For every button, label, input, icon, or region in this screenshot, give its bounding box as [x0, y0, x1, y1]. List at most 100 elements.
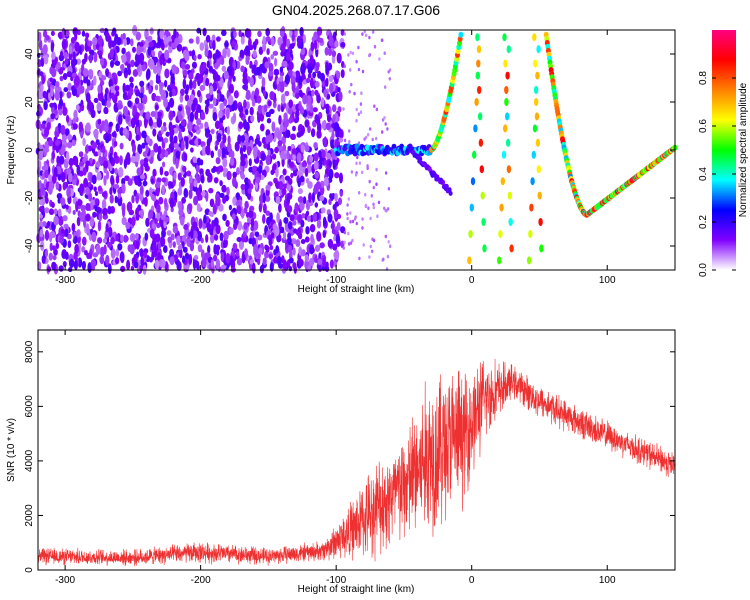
heatmap-cell [337, 86, 341, 93]
heatmap-cell [97, 237, 103, 244]
heatmap-cell [238, 30, 242, 38]
heatmap-cell [332, 114, 336, 122]
heatmap-cell [336, 213, 342, 220]
heatmap-cell [109, 48, 115, 59]
heatmap-cell [44, 169, 49, 179]
heatmap-cell [372, 238, 376, 243]
heatmap-cell [361, 217, 364, 221]
heatmap-cell [152, 243, 157, 251]
heatmap-cell [529, 203, 534, 212]
heatmap-cell [169, 168, 174, 174]
heatmap-cell [258, 203, 263, 213]
heatmap-cell [246, 145, 251, 156]
heatmap-cell [179, 93, 184, 103]
heatmap-cell [300, 219, 305, 228]
heatmap-cell [372, 185, 375, 190]
heatmap-cell [212, 204, 217, 215]
heatmap-cell [121, 47, 126, 55]
heatmap-cell [472, 150, 477, 159]
heatmap-cell [228, 227, 234, 235]
heatmap-cell [121, 177, 126, 186]
x-tick-label: 0 [469, 275, 475, 286]
heatmap-cell [93, 51, 98, 63]
heatmap-cell [313, 183, 319, 195]
heatmap-cell [44, 249, 49, 258]
heatmap-cell [221, 65, 227, 72]
heatmap-cell [101, 75, 107, 81]
heatmap-cell [183, 187, 188, 198]
heatmap-cell [182, 69, 188, 76]
heatmap-cell [327, 238, 334, 249]
heatmap-cell [173, 171, 177, 181]
heatmap-cell [363, 137, 366, 141]
heatmap-cell [191, 61, 198, 69]
heatmap-cell [90, 259, 97, 268]
heatmap-cell [238, 135, 243, 142]
heatmap-cell [119, 142, 124, 150]
colorbar-gradient [712, 30, 736, 270]
heatmap-cell [186, 170, 192, 177]
heatmap-cell [177, 187, 183, 196]
heatmap-cell [44, 127, 48, 138]
heatmap-cell [144, 117, 148, 129]
heatmap-cell [192, 156, 197, 164]
heatmap-cell [210, 150, 215, 159]
heatmap-cell [350, 170, 354, 174]
heatmap-cell [43, 100, 48, 111]
heatmap-cell [60, 172, 66, 183]
heatmap-cell [163, 137, 169, 144]
heatmap-cell [64, 128, 70, 137]
heatmap-cell [199, 42, 205, 51]
heatmap-cell [326, 93, 331, 100]
heatmap-cell [148, 41, 154, 48]
heatmap-cell [192, 185, 198, 192]
heatmap-cell [158, 196, 164, 205]
heatmap-cell [105, 31, 110, 42]
heatmap-cell [151, 49, 155, 57]
heatmap-cell [279, 66, 284, 73]
heatmap-cell [74, 235, 78, 243]
heatmap-cell [316, 219, 322, 229]
heatmap-cell [164, 150, 169, 158]
heatmap-cell [259, 264, 264, 274]
heatmap-cell [504, 98, 509, 106]
heatmap-cell [111, 131, 117, 138]
heatmap-cell [212, 70, 219, 82]
heatmap-cell [148, 187, 153, 197]
heatmap-cell [297, 188, 303, 195]
heatmap-cell [296, 131, 302, 138]
heatmap-cell [173, 135, 178, 144]
heatmap-cell [536, 45, 541, 54]
heatmap-cell [351, 238, 354, 243]
heatmap-cell [505, 71, 510, 80]
heatmap-cell [309, 54, 314, 66]
heatmap-cell [55, 181, 60, 191]
heatmap-cell [50, 30, 55, 37]
heatmap-cell [68, 259, 75, 268]
heatmap-cell [236, 257, 243, 266]
heatmap-cell [321, 265, 328, 271]
heatmap-cell [180, 177, 185, 187]
heatmap-cell [186, 106, 191, 117]
heatmap-cell [182, 165, 187, 173]
heatmap-cell [228, 204, 233, 211]
heatmap-cell [292, 125, 296, 132]
heatmap-cell [107, 205, 112, 215]
heatmap-cell [95, 244, 101, 255]
heatmap-cell [115, 233, 119, 242]
heatmap-cell [120, 234, 124, 243]
heatmap-cell [251, 98, 256, 107]
heatmap-cell [169, 90, 173, 98]
heatmap-cell [191, 102, 196, 113]
heatmap-cell [68, 45, 73, 55]
heatmap-cell [323, 176, 329, 187]
heatmap-cell [458, 31, 464, 38]
heatmap-cell [103, 160, 109, 169]
heatmap-cell [209, 85, 214, 96]
heatmap-cell [357, 112, 361, 116]
heatmap-cell [271, 153, 277, 160]
heatmap-cell [203, 214, 207, 224]
heatmap-cell [54, 139, 60, 146]
heatmap-cell [201, 64, 206, 72]
heatmap-cell [132, 142, 136, 154]
